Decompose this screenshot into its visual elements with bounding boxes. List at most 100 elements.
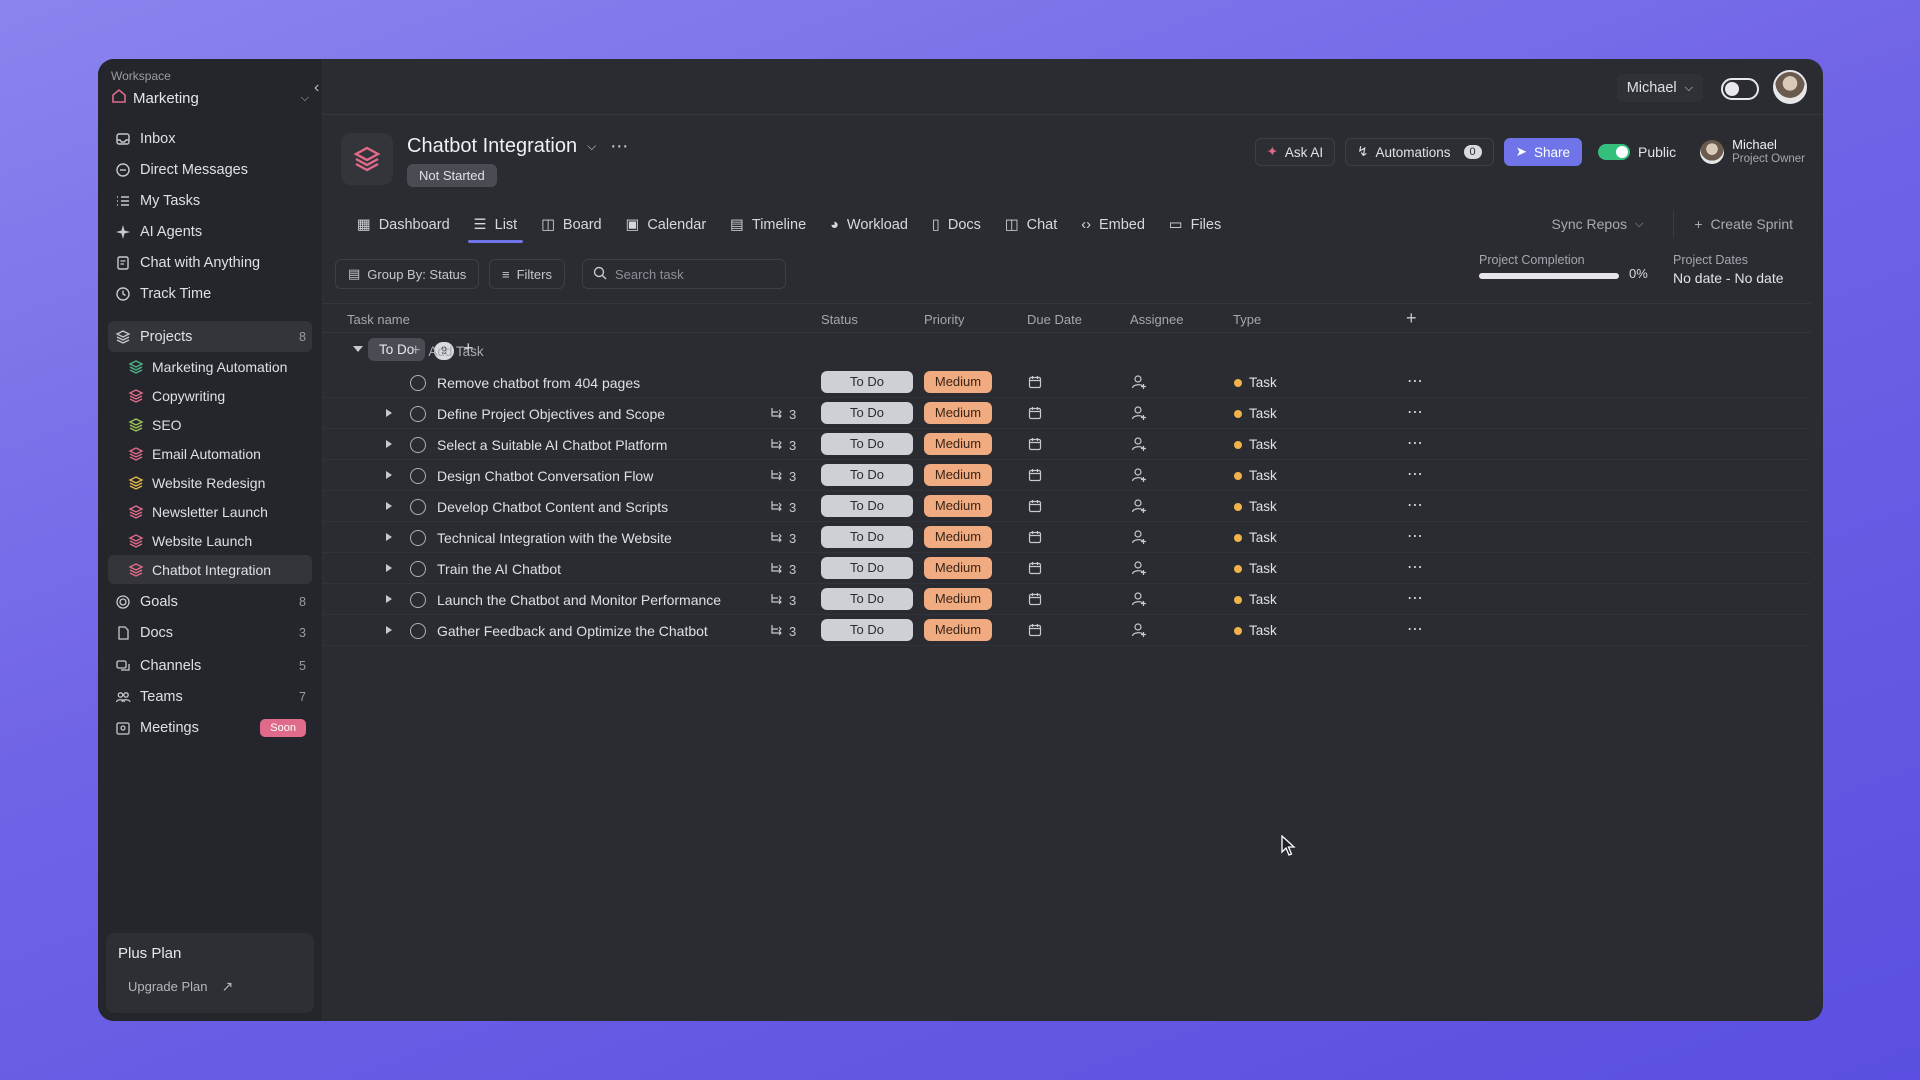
calendar-icon[interactable] — [1028, 530, 1042, 549]
subtask-count[interactable]: 3 — [770, 499, 796, 515]
status-badge[interactable]: To Do — [821, 557, 913, 579]
nav-item-ai-agents[interactable]: AI Agents — [108, 216, 312, 247]
add-assignee-icon[interactable] — [1131, 560, 1147, 581]
sync-repos-button[interactable]: Sync Repos ⌵ — [1542, 209, 1654, 239]
subtask-count[interactable]: 3 — [770, 530, 796, 546]
ask-ai-button[interactable]: ✦ Ask AI — [1254, 138, 1336, 166]
priority-badge[interactable]: Medium — [924, 557, 992, 579]
task-name[interactable]: Launch the Chatbot and Monitor Performan… — [437, 592, 722, 608]
tab-chat[interactable]: ◫ Chat — [993, 207, 1069, 243]
tab-workload[interactable]: ◕ Workload — [818, 207, 920, 243]
nav-item-track-time[interactable]: Track Time — [108, 278, 312, 309]
collapse-sidebar-icon[interactable]: ‹ — [314, 79, 320, 96]
status-badge[interactable]: To Do — [821, 526, 913, 548]
subtask-count[interactable]: 3 — [770, 468, 796, 484]
subtask-count[interactable]: 3 — [770, 406, 796, 422]
task-type[interactable]: Task — [1234, 437, 1277, 452]
avatar[interactable] — [1773, 70, 1807, 104]
automations-button[interactable]: ↯ Automations 0 — [1345, 138, 1494, 166]
status-badge[interactable]: Not Started — [407, 164, 497, 187]
table-row[interactable]: Launch the Chatbot and Monitor Performan… — [323, 584, 1811, 615]
calendar-icon[interactable] — [1028, 468, 1042, 487]
calendar-icon[interactable] — [1028, 592, 1042, 611]
calendar-icon[interactable] — [1028, 499, 1042, 518]
more-options-icon[interactable]: ⋯ — [1407, 590, 1424, 607]
tab-calendar[interactable]: ▣ Calendar — [614, 207, 719, 243]
nav-item-teams[interactable]: Teams 7 — [108, 681, 312, 712]
priority-badge[interactable]: Medium — [924, 619, 992, 641]
task-type[interactable]: Task — [1234, 499, 1277, 514]
task-name[interactable]: Design Chatbot Conversation Flow — [437, 468, 654, 484]
public-toggle[interactable]: Public — [1598, 144, 1676, 160]
subtask-count[interactable]: 3 — [770, 561, 796, 577]
expand-caret-icon[interactable] — [386, 533, 392, 541]
tab-docs[interactable]: ▯ Docs — [920, 207, 993, 243]
task-type[interactable]: Task — [1234, 530, 1277, 545]
nav-item-meetings[interactable]: Meetings Soon — [108, 712, 312, 743]
task-name[interactable]: Select a Suitable AI Chatbot Platform — [437, 437, 668, 453]
upgrade-plan-link[interactable]: Upgrade Plan ↗ — [118, 978, 302, 995]
search-input[interactable]: Search task — [582, 259, 786, 289]
sidebar-item-project[interactable]: Website Launch — [108, 526, 312, 555]
nav-item-docs[interactable]: Docs 3 — [108, 617, 312, 648]
sidebar-item-project[interactable]: Copywriting — [108, 381, 312, 410]
task-type[interactable]: Task — [1234, 592, 1277, 607]
calendar-icon[interactable] — [1028, 406, 1042, 425]
group-by-button[interactable]: ▤ Group By: Status — [335, 259, 480, 289]
subtask-count[interactable]: 3 — [770, 437, 796, 453]
table-row[interactable]: Technical Integration with the Website 3 T… — [323, 522, 1811, 553]
add-assignee-icon[interactable] — [1131, 436, 1147, 457]
task-type[interactable]: Task — [1234, 561, 1277, 576]
nav-item-direct-messages[interactable]: Direct Messages — [108, 154, 312, 185]
expand-caret-icon[interactable] — [386, 502, 392, 510]
priority-badge[interactable]: Medium — [924, 464, 992, 486]
theme-toggle[interactable] — [1721, 78, 1759, 100]
project-dates[interactable]: Project Dates No date - No date — [1673, 253, 1803, 286]
task-name[interactable]: Remove chatbot from 404 pages — [437, 375, 641, 391]
task-checkbox[interactable] — [410, 592, 426, 608]
tab-list[interactable]: ☰ List — [462, 207, 530, 243]
status-badge[interactable]: To Do — [821, 495, 913, 517]
nav-item-projects[interactable]: Projects 8 — [108, 321, 312, 352]
share-button[interactable]: ➤ Share — [1503, 138, 1582, 166]
add-column-button[interactable]: + — [1406, 308, 1417, 328]
status-badge[interactable]: To Do — [821, 402, 913, 424]
task-checkbox[interactable] — [410, 499, 426, 515]
priority-badge[interactable]: Medium — [924, 371, 992, 393]
task-name[interactable]: Train the AI Chatbot — [437, 561, 561, 577]
expand-caret-icon[interactable] — [386, 595, 392, 603]
add-to-group-button[interactable]: + — [463, 338, 474, 358]
nav-item-my-tasks[interactable]: My Tasks — [108, 185, 312, 216]
more-options-icon[interactable]: ⋯ — [1407, 559, 1424, 576]
table-row[interactable]: Define Project Objectives and Scope 3 To D… — [323, 398, 1811, 429]
filters-button[interactable]: ≡ Filters — [489, 259, 565, 289]
sidebar-item-project[interactable]: Website Redesign — [108, 468, 312, 497]
status-badge[interactable]: To Do — [821, 371, 913, 393]
sidebar-item-project[interactable]: Marketing Automation — [108, 352, 312, 381]
nav-item-channels[interactable]: Channels 5 — [108, 650, 312, 681]
priority-badge[interactable]: Medium — [924, 588, 992, 610]
task-checkbox[interactable] — [410, 530, 426, 546]
add-assignee-icon[interactable] — [1131, 529, 1147, 550]
more-options-icon[interactable]: ⋯ — [1407, 373, 1424, 390]
sidebar-item-project[interactable]: Newsletter Launch — [108, 497, 312, 526]
more-options-icon[interactable]: ⋯ — [1407, 404, 1424, 421]
table-row[interactable]: Train the AI Chatbot 3 To Do Medium Task ⋯ — [323, 553, 1811, 584]
priority-badge[interactable]: Medium — [924, 495, 992, 517]
task-name[interactable]: Gather Feedback and Optimize the Chatbot — [437, 623, 708, 639]
table-row[interactable]: Select a Suitable AI Chatbot Platform 3 To… — [323, 429, 1811, 460]
table-row[interactable]: Gather Feedback and Optimize the Chatbot… — [323, 615, 1811, 646]
add-assignee-icon[interactable] — [1131, 405, 1147, 426]
tab-timeline[interactable]: ▤ Timeline — [718, 207, 818, 243]
task-name[interactable]: Technical Integration with the Website — [437, 530, 672, 546]
table-row[interactable]: Design Chatbot Conversation Flow 3 To Do Me… — [323, 460, 1811, 491]
caret-down-icon[interactable] — [353, 346, 363, 352]
expand-caret-icon[interactable] — [386, 471, 392, 479]
add-assignee-icon[interactable] — [1131, 622, 1147, 643]
expand-caret-icon[interactable] — [386, 626, 392, 634]
task-type[interactable]: Task — [1234, 375, 1277, 390]
user-menu[interactable]: Michael ⌵ — [1616, 74, 1703, 102]
sidebar-item-project[interactable]: SEO — [108, 410, 312, 439]
task-name[interactable]: Develop Chatbot Content and Scripts — [437, 499, 669, 515]
task-checkbox[interactable] — [410, 468, 426, 484]
